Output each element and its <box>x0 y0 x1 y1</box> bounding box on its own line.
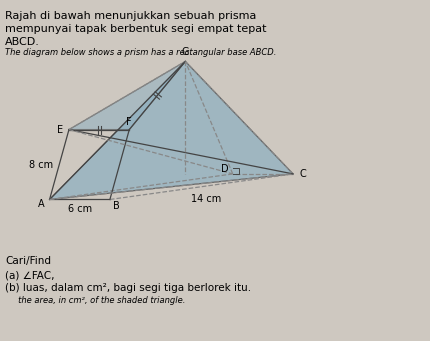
Text: B: B <box>112 202 119 211</box>
Text: (b) luas, dalam cm², bagi segi tiga berlorek itu.: (b) luas, dalam cm², bagi segi tiga berl… <box>5 283 251 293</box>
Text: G: G <box>181 47 189 57</box>
Text: the area, in cm², of the shaded triangle.: the area, in cm², of the shaded triangle… <box>5 296 185 305</box>
Text: 8 cm: 8 cm <box>29 160 53 169</box>
Text: Cari/Find: Cari/Find <box>5 256 51 266</box>
Text: The diagram below shows a prism has a rectangular base ABCD.: The diagram below shows a prism has a re… <box>5 48 276 57</box>
Text: E: E <box>57 124 63 135</box>
Text: ABCD.: ABCD. <box>5 37 40 47</box>
Text: 14 cm: 14 cm <box>191 194 221 204</box>
Text: F: F <box>126 117 132 127</box>
Text: (a) ∠FAC,: (a) ∠FAC, <box>5 270 54 280</box>
Text: D: D <box>221 164 228 174</box>
Polygon shape <box>69 61 185 130</box>
Text: mempunyai tapak berbentuk segi empat tepat: mempunyai tapak berbentuk segi empat tep… <box>5 24 266 34</box>
Polygon shape <box>49 61 292 199</box>
Text: 6 cm: 6 cm <box>68 205 92 214</box>
Text: Rajah di bawah menunjukkan sebuah prisma: Rajah di bawah menunjukkan sebuah prisma <box>5 11 256 21</box>
Text: A: A <box>38 199 45 209</box>
Text: C: C <box>299 169 306 179</box>
